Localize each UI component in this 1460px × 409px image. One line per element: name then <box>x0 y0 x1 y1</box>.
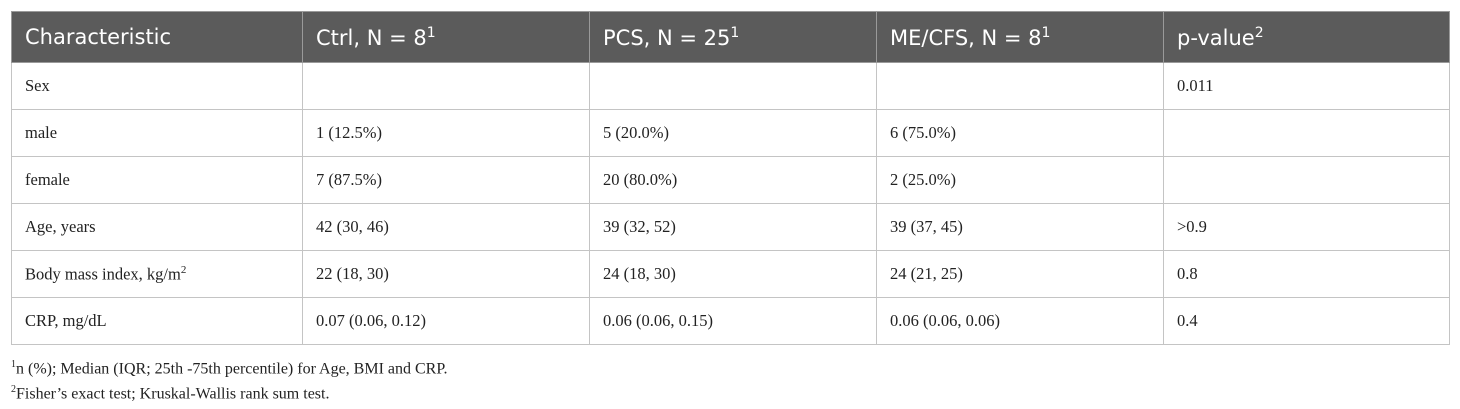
table-cell: 0.06 (0.06, 0.06) <box>876 297 1164 345</box>
table-cell: 20 (80.0%) <box>589 156 877 204</box>
superscript: 1 <box>1041 24 1051 41</box>
cell-text: Ctrl, N = 8 <box>316 25 427 50</box>
cell-text: Age, years <box>25 217 96 236</box>
table-cell: 39 (32, 52) <box>589 203 877 251</box>
superscript: 2 <box>1254 24 1264 41</box>
superscript: 2 <box>11 384 16 395</box>
table-cell: 1 (12.5%) <box>302 109 590 157</box>
table-cell <box>302 62 590 110</box>
table-row: female 7 (87.5%) 20 (80.0%) 2 (25.0%) <box>11 156 1450 204</box>
table-cell: 0.07 (0.06, 0.12) <box>302 297 590 345</box>
cell-text: 22 (18, 30) <box>316 264 389 283</box>
cell-text: 0.07 (0.06, 0.12) <box>316 311 426 330</box>
cell-text: 5 (20.0%) <box>603 123 669 142</box>
table-cell: 22 (18, 30) <box>302 250 590 298</box>
table-row: male 1 (12.5%) 5 (20.0%) 6 (75.0%) <box>11 109 1450 157</box>
cell-text: 0.4 <box>1177 311 1198 330</box>
table-cell: 0.8 <box>1163 250 1450 298</box>
table-row: Body mass index, kg/m2 22 (18, 30) 24 (18,… <box>11 250 1450 298</box>
table-cell: 24 (18, 30) <box>589 250 877 298</box>
table-cell: male <box>11 109 303 157</box>
table-cell: Age, years <box>11 203 303 251</box>
footnotes: 1n (%); Median (IQR; 25th -75th percenti… <box>11 352 447 402</box>
table-cell <box>589 62 877 110</box>
cell-text: 2 (25.0%) <box>890 170 956 189</box>
table-cell: >0.9 <box>1163 203 1450 251</box>
table-cell <box>1163 156 1450 204</box>
table-cell: 5 (20.0%) <box>589 109 877 157</box>
cell-text: CRP, mg/dL <box>25 311 107 330</box>
cell-text: PCS, N = 25 <box>603 25 731 50</box>
table-cell <box>876 62 1164 110</box>
table-cell: 7 (87.5%) <box>302 156 590 204</box>
cell-text: 0.8 <box>1177 264 1198 283</box>
cell-text: 24 (21, 25) <box>890 264 963 283</box>
cell-text: 20 (80.0%) <box>603 170 678 189</box>
cell-text: 0.011 <box>1177 76 1214 95</box>
cell-text: Characteristic <box>25 25 172 49</box>
table-cell: 24 (21, 25) <box>876 250 1164 298</box>
cell-text: male <box>25 123 58 142</box>
table-cell: 2 (25.0%) <box>876 156 1164 204</box>
table-cell: female <box>11 156 303 204</box>
header-cell: Ctrl, N = 81 <box>302 11 590 63</box>
table-cell: Sex <box>11 62 303 110</box>
footnote: 1n (%); Median (IQR; 25th -75th percenti… <box>11 352 447 377</box>
table-cell <box>1163 109 1450 157</box>
header-cell: ME/CFS, N = 81 <box>876 11 1164 63</box>
table-cell: 6 (75.0%) <box>876 109 1164 157</box>
cell-text: 39 (32, 52) <box>603 217 676 236</box>
cell-text: n (%); Median (IQR; 25th -75th percentil… <box>16 360 448 378</box>
cell-text: Sex <box>25 76 50 95</box>
table-cell: 0.4 <box>1163 297 1450 345</box>
header-cell: Characteristic <box>11 11 303 63</box>
table-cell: 0.011 <box>1163 62 1450 110</box>
cell-text: ME/CFS, N = 8 <box>890 25 1042 50</box>
cell-text: Body mass index, kg/m <box>25 264 181 284</box>
table-cell: CRP, mg/dL <box>11 297 303 345</box>
data-table: Characteristic Ctrl, N = 81 PCS, N = 251 ME… <box>11 11 1450 345</box>
table-cell: 0.06 (0.06, 0.15) <box>589 297 877 345</box>
cell-text: >0.9 <box>1177 217 1207 236</box>
superscript: 2 <box>180 263 187 276</box>
table-row: CRP, mg/dL 0.07 (0.06, 0.12) 0.06 (0.06, 0… <box>11 297 1450 345</box>
cell-text: 39 (37, 45) <box>890 217 963 236</box>
cell-text: 24 (18, 30) <box>603 264 676 283</box>
cell-text: 7 (87.5%) <box>316 170 382 189</box>
table-cell: Body mass index, kg/m2 <box>11 250 303 298</box>
superscript: 1 <box>730 24 740 41</box>
header-cell: p-value2 <box>1163 11 1450 63</box>
table-cell: 39 (37, 45) <box>876 203 1164 251</box>
header-row: Characteristic Ctrl, N = 81 PCS, N = 251 ME… <box>11 11 1450 63</box>
table-row: Age, years 42 (30, 46) 39 (32, 52) 39 (37, … <box>11 203 1450 251</box>
cell-text: female <box>25 170 70 189</box>
table-cell: 42 (30, 46) <box>302 203 590 251</box>
cell-text: 0.06 (0.06, 0.06) <box>890 311 1000 330</box>
header-cell: PCS, N = 251 <box>589 11 877 63</box>
superscript: 1 <box>426 24 436 41</box>
footnote: 2Fisher’s exact test; Kruskal-Wallis ran… <box>11 377 447 402</box>
cell-text: 1 (12.5%) <box>316 123 382 142</box>
cell-text: 42 (30, 46) <box>316 217 389 236</box>
cell-text: 0.06 (0.06, 0.15) <box>603 311 713 330</box>
superscript: 1 <box>11 359 16 370</box>
table-row: Sex 0.011 <box>11 62 1450 110</box>
cell-text: p-value <box>1177 25 1255 50</box>
cell-text: 6 (75.0%) <box>890 123 956 142</box>
cell-text: Fisher’s exact test; Kruskal-Wallis rank… <box>16 385 330 403</box>
